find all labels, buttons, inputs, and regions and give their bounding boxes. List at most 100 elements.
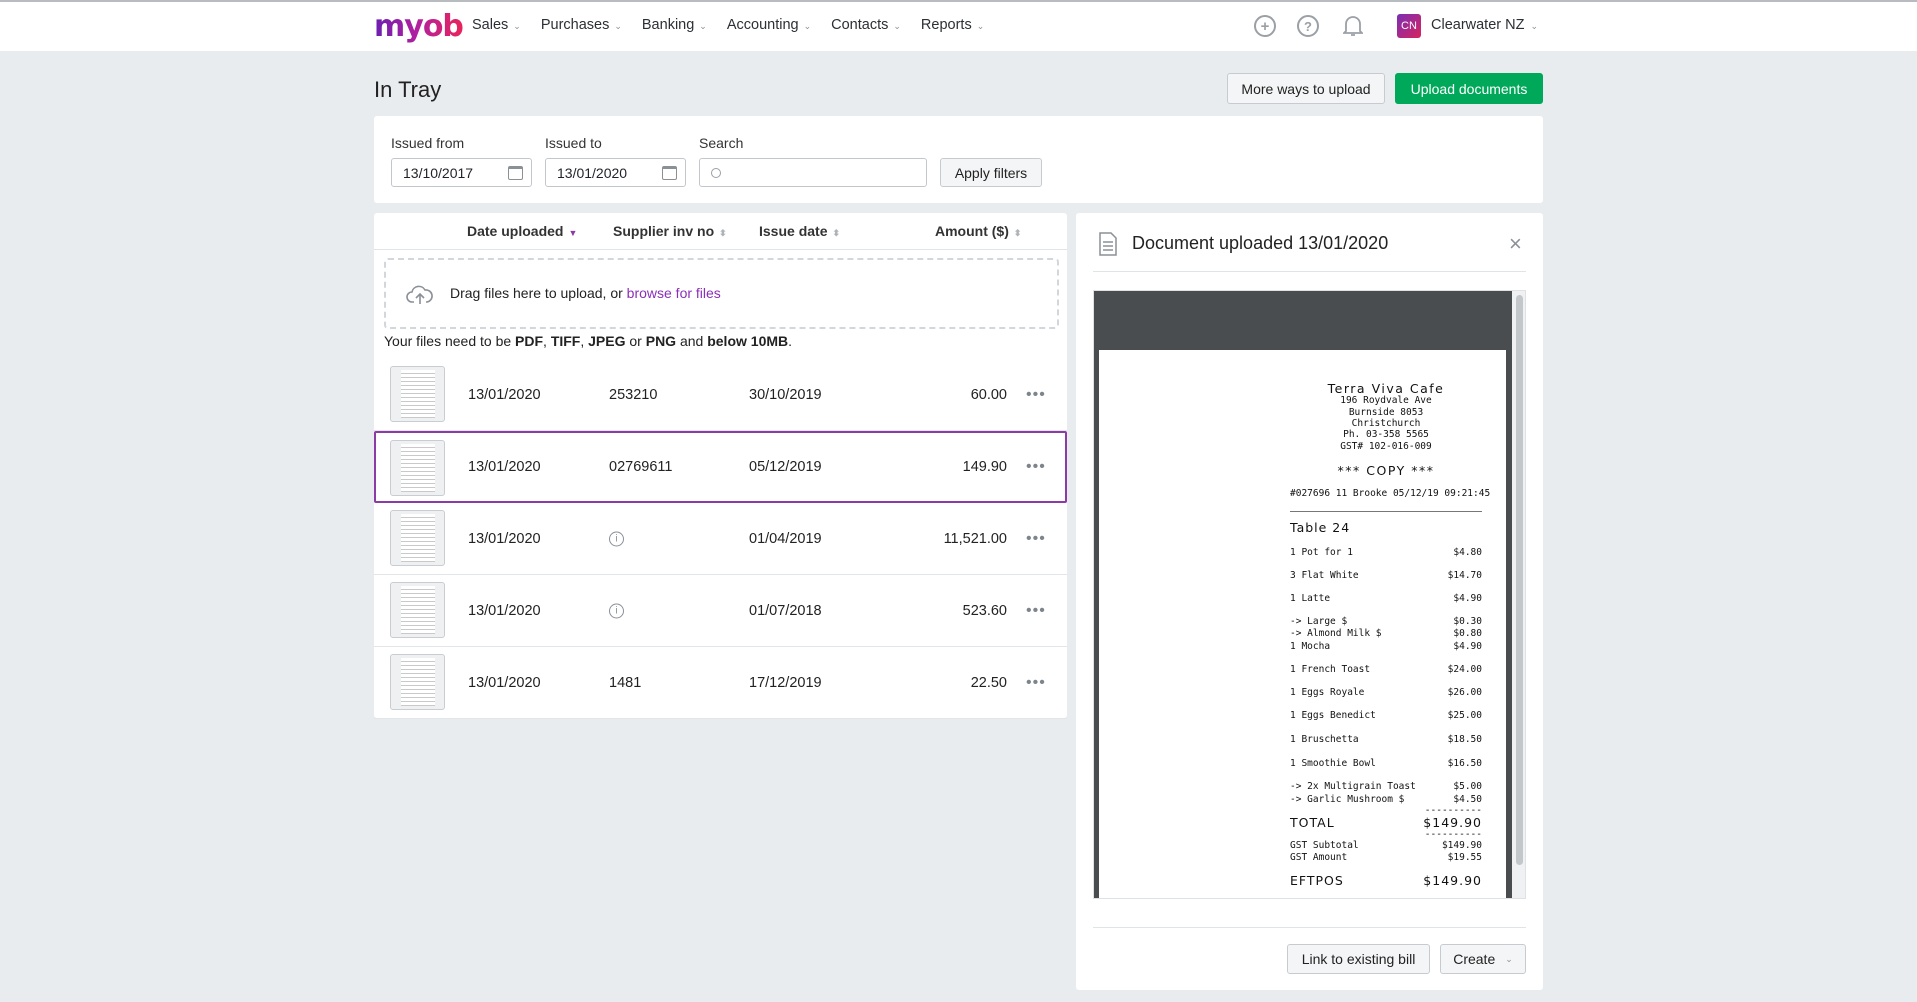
more-options-icon[interactable]: •••: [1026, 458, 1046, 475]
sort-issue-date[interactable]: Issue date ⬍: [759, 223, 840, 239]
upload-dropzone[interactable]: Drag files here to upload, or browse for…: [384, 258, 1059, 329]
info-icon[interactable]: i: [609, 531, 624, 546]
receipt-line: 1 Pot for 1 $4.80: [1290, 547, 1482, 558]
more-options-icon[interactable]: •••: [1026, 385, 1046, 403]
link-to-existing-bill-button[interactable]: Link to existing bill: [1287, 944, 1430, 974]
more-ways-to-upload-button[interactable]: More ways to upload: [1227, 73, 1385, 104]
chevron-down-icon: ⌄: [614, 21, 622, 31]
receipt-line: 1 French Toast $24.00: [1290, 664, 1482, 675]
issue-date: 05/12/2019: [749, 459, 822, 475]
more-options-icon[interactable]: •••: [1026, 529, 1046, 547]
more-options-icon[interactable]: •••: [1026, 673, 1046, 691]
amount: 22.50: [970, 674, 1007, 691]
table-row[interactable]: 13/01/2020 02769611 05/12/2019 149.90 ••…: [374, 431, 1067, 503]
nav-label: Contacts: [831, 17, 889, 33]
myob-logo[interactable]: myob: [374, 9, 464, 44]
browse-files-link[interactable]: browse for files: [626, 285, 721, 301]
more-options-icon[interactable]: •••: [1026, 601, 1046, 619]
issue-date: 01/04/2019: [749, 530, 822, 547]
apply-filters-button[interactable]: Apply filters: [940, 158, 1042, 187]
receipt-line: 1 Latte $4.90: [1290, 593, 1482, 604]
document-thumbnail[interactable]: [390, 510, 445, 566]
main-nav: Sales ⌄ Purchases ⌄ Banking ⌄ Accounting ⌄ Conta…: [472, 17, 984, 33]
calendar-icon[interactable]: [508, 166, 523, 180]
chevron-down-icon: ⌄: [893, 21, 901, 31]
divider: [1093, 271, 1526, 272]
scrollbar[interactable]: [1516, 295, 1523, 865]
date-uploaded: 13/01/2020: [468, 602, 541, 619]
dropzone-text: Drag files here to upload, or: [450, 285, 627, 301]
create-label: Create: [1453, 951, 1496, 967]
receipt-line: EFTPOS $149.90: [1290, 873, 1482, 888]
table-row[interactable]: 13/01/2020 i 01/04/2019 11,521.00 •••: [374, 503, 1067, 575]
amount: 11,521.00: [943, 530, 1007, 547]
receipt-line: ----------: [1424, 805, 1482, 816]
receipt-line: Terra Viva Cafe: [1327, 381, 1445, 396]
search-icon: [711, 167, 721, 178]
issued-from-label: Issued from: [391, 135, 465, 151]
file-requirements-note: Your files need to be PDF, TIFF, JPEG or…: [384, 333, 793, 349]
nav-purchases[interactable]: Purchases ⌄: [541, 17, 622, 33]
receipt-line: #027696 11 Brooke 05/12/19 09:21:45: [1290, 488, 1491, 499]
document-thumbnail[interactable]: [390, 654, 445, 710]
chevron-down-icon: ⌄: [699, 21, 707, 31]
help-icon[interactable]: ?: [1297, 15, 1319, 37]
divider: [1093, 927, 1526, 928]
top-navbar: [0, 0, 1917, 51]
chevron-down-icon: ⌄: [1505, 953, 1513, 964]
amount: 523.60: [962, 602, 1007, 619]
receipt-line: Burnside 8053: [1348, 407, 1424, 418]
document-viewer[interactable]: [1093, 290, 1526, 899]
upload-documents-button[interactable]: Upload documents: [1395, 73, 1543, 104]
table-row[interactable]: 13/01/2020 i 01/07/2018 523.60 •••: [374, 575, 1067, 647]
sort-date-uploaded[interactable]: Date uploaded ▼: [467, 223, 577, 239]
nav-label: Accounting: [726, 17, 799, 33]
table-row[interactable]: 13/01/2020 253210 30/10/2019 60.00 •••: [374, 359, 1067, 431]
panel-title: Document uploaded 13/01/2020: [1132, 233, 1389, 253]
sort-supplier-inv[interactable]: Supplier inv no ⬍: [613, 223, 727, 239]
header-label: Issue date: [759, 223, 828, 239]
header-divider: [374, 249, 1067, 250]
receipt-line: -> Almond Milk $ $0.80: [1290, 628, 1482, 639]
nav-label: Sales: [472, 17, 509, 33]
sort-amount[interactable]: Amount ($) ⬍: [935, 223, 1021, 239]
header-label: Supplier inv no: [613, 223, 715, 239]
create-dropdown-button[interactable]: Create ⌄: [1440, 944, 1526, 974]
avatar[interactable]: CN: [1397, 14, 1421, 38]
receipt-line: Christchurch: [1351, 418, 1421, 429]
account-switcher[interactable]: Clearwater NZ ⌄: [1431, 17, 1538, 33]
date-uploaded: 13/01/2020: [468, 530, 541, 547]
supplier-inv-no: 1481: [609, 674, 642, 691]
nav-sales[interactable]: Sales ⌄: [472, 17, 521, 33]
documents-list: [374, 213, 1067, 718]
header-label: Amount ($): [935, 223, 1009, 239]
document-thumbnail[interactable]: [390, 440, 445, 496]
receipt-line: GST Amount $19.55: [1290, 852, 1482, 863]
search-input[interactable]: [699, 158, 927, 187]
issue-date: 01/07/2018: [749, 602, 822, 619]
receipt-page: [1099, 350, 1506, 898]
nav-banking[interactable]: Banking ⌄: [642, 17, 707, 33]
amount: 149.90: [962, 459, 1007, 475]
add-icon[interactable]: +: [1254, 15, 1276, 37]
nav-accounting[interactable]: Accounting ⌄: [727, 17, 811, 33]
issued-to-field[interactable]: 13/01/2020: [545, 158, 686, 187]
info-icon[interactable]: i: [609, 603, 624, 618]
nav-label: Reports: [920, 17, 972, 33]
bell-icon[interactable]: [1341, 14, 1365, 43]
document-thumbnail[interactable]: [390, 582, 445, 638]
calendar-icon[interactable]: [662, 166, 677, 180]
chevron-down-icon: ⌄: [1530, 21, 1539, 31]
issued-to-label: Issued to: [545, 135, 602, 151]
table-row[interactable]: 13/01/2020 1481 17/12/2019 22.50 •••: [374, 647, 1067, 719]
nav-contacts[interactable]: Contacts ⌄: [831, 17, 901, 33]
sort-icon: ⬍: [1013, 228, 1022, 238]
receipt-line: -> Large $ $0.30: [1290, 616, 1482, 627]
document-thumbnail[interactable]: [390, 366, 445, 422]
receipt-line: 1 Mocha $4.90: [1290, 641, 1482, 652]
receipt-line: Table 24: [1290, 520, 1351, 535]
close-icon[interactable]: ×: [1509, 231, 1522, 256]
header-label: Date uploaded: [467, 223, 564, 239]
issued-from-field[interactable]: 13/10/2017: [391, 158, 532, 187]
nav-reports[interactable]: Reports ⌄: [921, 17, 984, 33]
